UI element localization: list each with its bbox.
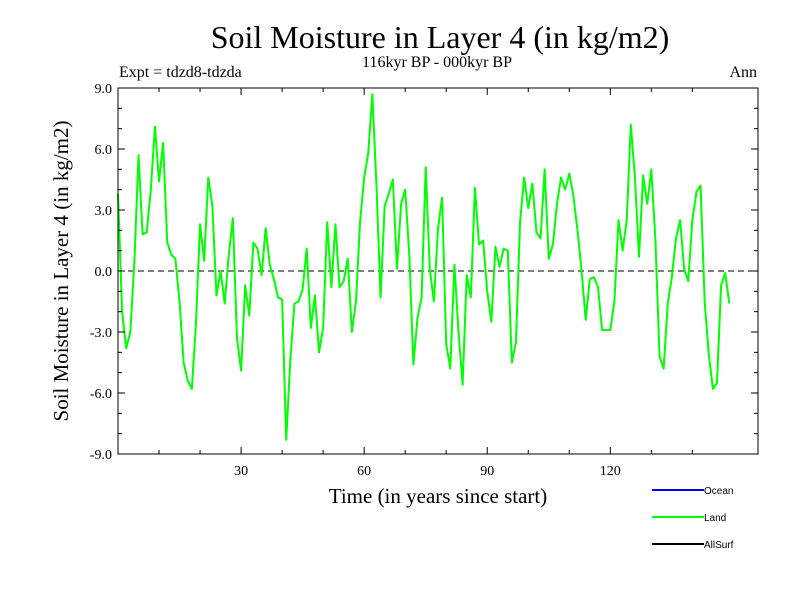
chart-subtitle: 116kyr BP - 000kyr BP [362,54,512,71]
legend: Ocean Land AllSurf [652,486,734,551]
x-tick-label: 60 [357,464,371,479]
season-label: Ann [729,64,757,81]
y-tick-label: 6.0 [95,143,113,158]
y-tick-label: -3.0 [90,326,112,341]
chart-title: Soil Moisture in Layer 4 (in kg/m2) [211,19,670,55]
legend-label-ocean: Ocean [704,486,733,497]
plot-area: -9.0 -6.0 -3.0 0.0 3.0 6.0 9.0 30 60 90 120 [90,82,759,479]
x-tick-label: 90 [480,464,494,479]
y-tick-label: 3.0 [95,204,113,219]
y-tick-label: -6.0 [90,387,112,402]
series-line-land [117,93,731,441]
x-tick-label: 120 [600,464,621,479]
x-tick-label: 30 [234,464,248,479]
legend-label-allsurf: AllSurf [704,540,734,551]
legend-label-land: Land [704,513,726,524]
y-tick-label: 9.0 [95,82,113,97]
y-tick-label: 0.0 [95,265,113,280]
y-tick-label: -9.0 [90,448,112,463]
x-axis-label: Time (in years since start) [329,484,548,508]
expt-label: Expt = tdzd8-tdzda [119,64,242,81]
y-axis-label: Soil Moisture in Layer 4 (in kg/m2) [49,121,73,422]
